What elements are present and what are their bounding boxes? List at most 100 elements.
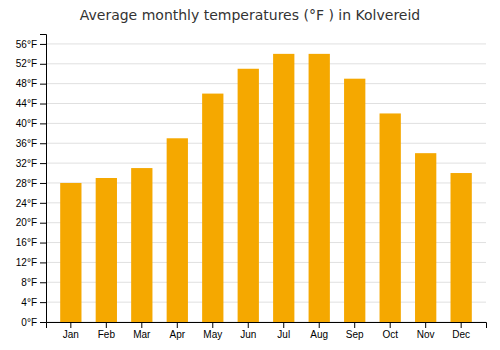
bar (380, 113, 401, 322)
y-tick-mark (40, 143, 46, 144)
y-tick-mark (40, 64, 46, 65)
y-tick: 36°F (16, 138, 46, 149)
y-tick: 52°F (16, 58, 46, 69)
y-tick-mark (40, 282, 46, 283)
y-tick-label: 20°F (16, 217, 37, 228)
x-tick-label: Nov (417, 329, 435, 340)
y-tick-mark (40, 44, 46, 45)
y-tick: 24°F (16, 198, 46, 209)
y-tick-label: 32°F (16, 158, 37, 169)
x-tick-label: Aug (310, 329, 328, 340)
y-axis: 0°F 4°F 8°F 12°F 16°F 20°F 24°F 28°F 32°F 36°F 40°… (16, 35, 47, 328)
x-tick: Aug (310, 322, 328, 340)
x-tick: Jun (240, 322, 256, 340)
x-tick-mark (390, 322, 391, 328)
x-tick-mark (319, 322, 320, 328)
y-tick-mark (40, 123, 46, 124)
y-tick: 44°F (16, 98, 46, 109)
x-tick-mark (354, 322, 355, 328)
bar (96, 178, 117, 322)
y-tick-mark (40, 322, 46, 323)
bar (344, 79, 365, 322)
y-tick: 12°F (16, 257, 46, 268)
y-tick: 0°F (21, 317, 46, 328)
y-tick-mark (40, 243, 46, 244)
grid-line (46, 123, 486, 124)
y-tick: 32°F (16, 158, 46, 169)
x-tick: Mar (133, 322, 151, 340)
y-tick-label: 12°F (16, 257, 37, 268)
x-tick: Jul (277, 322, 290, 340)
x-tick-label: Apr (170, 329, 186, 340)
bar (451, 173, 472, 322)
x-tick-mark (283, 322, 284, 328)
grid-line (46, 83, 486, 84)
x-tick-label: Dec (452, 329, 470, 340)
x-tick-label: Feb (98, 329, 116, 340)
x-tick-label: Oct (382, 329, 398, 340)
x-tick-mark (461, 322, 462, 328)
bar (60, 183, 81, 322)
x-tick-label: Jan (63, 329, 79, 340)
x-tick: Apr (170, 322, 186, 340)
y-tick: 56°F (16, 39, 46, 50)
x-tick: Sep (346, 322, 364, 340)
x-tick-mark (212, 322, 213, 328)
y-tick: 8°F (21, 277, 46, 288)
x-tick: Dec (452, 322, 470, 340)
x-axis-line (47, 323, 487, 329)
y-tick-mark (40, 183, 46, 184)
plot: 0°F 4°F 8°F 12°F 16°F 20°F 24°F 28°F 32°F 36°F 40°… (16, 35, 487, 341)
bars (60, 54, 472, 322)
grid-line (46, 43, 486, 44)
y-tick-mark (40, 163, 46, 164)
y-tick: 4°F (21, 297, 46, 308)
grid (46, 44, 486, 322)
y-tick: 40°F (16, 118, 46, 129)
y-tick: 48°F (16, 78, 46, 89)
y-tick-label: 40°F (16, 118, 37, 129)
chart: 0°F 4°F 8°F 12°F 16°F 20°F 24°F 28°F 32°F 36°F 40°… (0, 0, 500, 350)
bar (202, 94, 223, 322)
grid-line (46, 103, 486, 104)
y-tick-mark (40, 84, 46, 85)
y-tick-mark (40, 262, 46, 263)
bar (238, 69, 259, 322)
title: Average monthly temperatures (°F ) in Ko… (80, 7, 421, 23)
y-tick: 16°F (16, 237, 46, 248)
x-tick: Jan (63, 322, 79, 340)
y-tick-label: 28°F (16, 178, 37, 189)
bar (167, 138, 188, 322)
y-tick-label: 8°F (21, 277, 37, 288)
x-tick-mark (177, 322, 178, 328)
y-tick-label: 44°F (16, 98, 37, 109)
y-tick-mark (40, 302, 46, 303)
y-tick-mark (40, 104, 46, 105)
x-tick: May (203, 322, 222, 340)
y-tick-label: 0°F (21, 317, 37, 328)
grid-line (46, 143, 486, 144)
bar (309, 54, 330, 322)
x-tick: Nov (417, 322, 435, 340)
y-tick-mark (40, 223, 46, 224)
y-tick-label: 4°F (21, 297, 37, 308)
y-tick-label: 56°F (16, 39, 37, 50)
y-tick-mark (40, 203, 46, 204)
y-tick: 20°F (16, 217, 46, 228)
x-tick-mark (141, 322, 142, 328)
x-tick: Oct (382, 322, 398, 340)
y-tick-label: 52°F (16, 58, 37, 69)
x-axis: Jan Feb Mar Apr May Jun Jul Aug Sep Oct Nov Dec (47, 322, 487, 340)
x-tick-mark (70, 322, 71, 328)
y-axis-line (40, 35, 47, 323)
x-tick-label: Jul (277, 329, 290, 340)
x-tick-label: Jun (240, 329, 256, 340)
y-tick-label: 48°F (16, 78, 37, 89)
x-tick-label: May (203, 329, 222, 340)
bar (131, 168, 152, 322)
y-tick-label: 24°F (16, 198, 37, 209)
x-tick-mark (248, 322, 249, 328)
y-tick-label: 36°F (16, 138, 37, 149)
x-tick-mark (425, 322, 426, 328)
x-tick-mark (106, 322, 107, 328)
